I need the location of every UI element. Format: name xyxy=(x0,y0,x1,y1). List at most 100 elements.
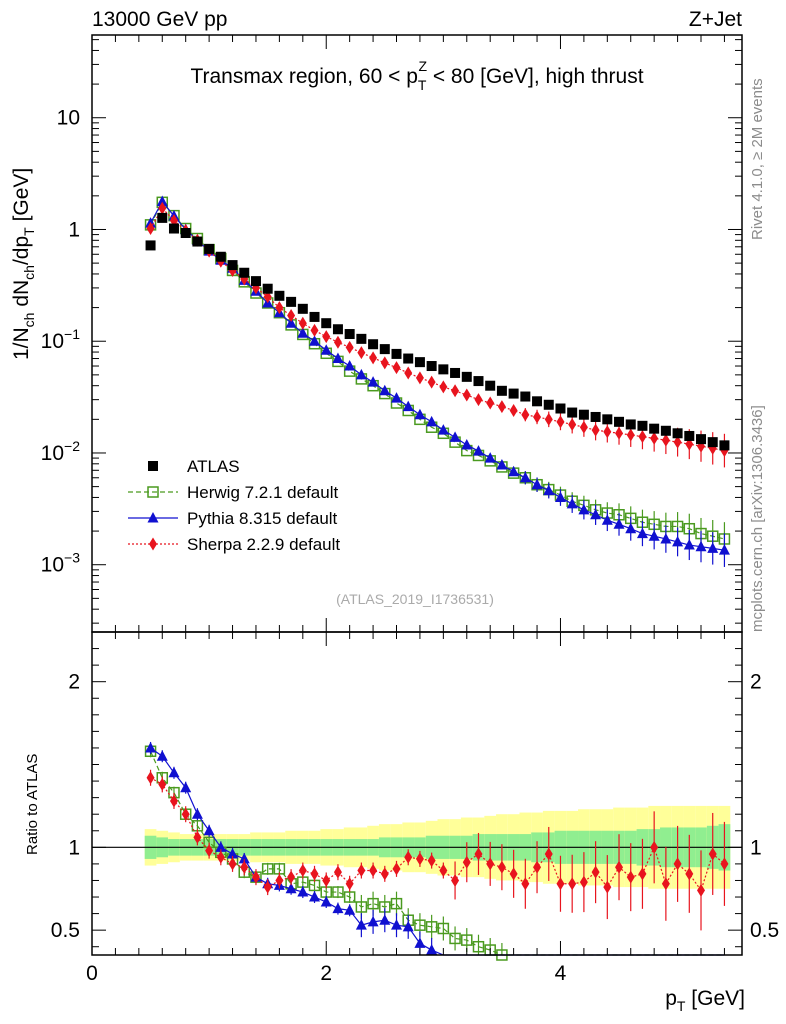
ratio-y-tick-label-left: 2 xyxy=(68,671,80,694)
data-point-pythia xyxy=(461,438,473,450)
y-tick-label-base: 10 xyxy=(57,107,80,130)
main-ylabel: 1/Nch dNch/dpT [GeV] xyxy=(10,168,37,360)
data-point-sherpa xyxy=(603,425,612,439)
data-point-pythia xyxy=(590,508,602,520)
ratio-point-pythia xyxy=(355,919,367,930)
data-point-pythia xyxy=(414,408,426,420)
ratio-point-sherpa xyxy=(427,854,436,868)
ratio-point-sherpa xyxy=(556,877,565,891)
data-point-atlas xyxy=(204,243,215,254)
ratio-point-sherpa xyxy=(333,865,342,879)
data-point-atlas xyxy=(145,240,156,251)
ratio-point-sherpa xyxy=(509,867,518,881)
ratio-point-pythia xyxy=(309,891,321,902)
ratio-point-pythia xyxy=(332,902,344,914)
ratio-point-sherpa xyxy=(521,877,530,891)
data-point-pythia xyxy=(332,352,344,364)
ratio-y-tick-label-left: 0.5 xyxy=(51,919,80,942)
data-point-sherpa xyxy=(474,393,483,407)
xlabel-a: p xyxy=(665,987,677,1010)
ratio-point-sherpa xyxy=(708,847,717,861)
data-point-pythia xyxy=(683,539,695,550)
data-point-pythia xyxy=(402,400,414,412)
data-point-sherpa xyxy=(275,301,284,315)
data-point-pythia xyxy=(707,542,719,553)
data-point-atlas xyxy=(520,391,531,402)
data-point-sherpa xyxy=(568,417,577,431)
data-point-sherpa xyxy=(404,366,413,380)
ratio-point-sherpa xyxy=(568,877,577,891)
ratio-point-sherpa xyxy=(240,860,249,874)
ratio-point-sherpa xyxy=(181,807,190,821)
legend-label-atlas: ATLAS xyxy=(187,457,240,476)
data-point-sherpa xyxy=(497,400,506,414)
ratio-point-sherpa xyxy=(158,777,167,791)
ratio-point-pythia xyxy=(297,886,309,897)
ratio-point-herwig xyxy=(449,932,461,945)
ratio-point-sherpa xyxy=(720,857,729,871)
data-point-atlas xyxy=(696,434,707,445)
ratio-point-sherpa xyxy=(615,860,624,874)
ratio-point-sherpa xyxy=(638,867,647,881)
y-tick-label: 10−3 xyxy=(41,550,81,577)
legend-marker-sherpa xyxy=(149,537,157,551)
data-point-pythia xyxy=(309,335,321,346)
data-point-pythia xyxy=(437,424,449,435)
data-point-atlas xyxy=(391,348,402,359)
data-point-atlas xyxy=(403,353,414,364)
data-point-pythia xyxy=(531,478,543,490)
plot-title: Transmax region, 60 < pTZ < 80 [GeV], hi… xyxy=(190,58,643,93)
plot-title-main: Transmax region, 60 < p xyxy=(190,65,417,88)
ratio-frame xyxy=(91,631,743,956)
data-point-pythia xyxy=(613,518,625,529)
ratio-point-sherpa xyxy=(193,830,202,844)
ylabel-b-sub: ch xyxy=(21,265,37,280)
ratio-point-herwig xyxy=(332,886,344,898)
data-point-atlas xyxy=(707,437,718,448)
data-point-atlas xyxy=(649,423,660,434)
data-point-pythia xyxy=(297,327,309,338)
data-point-sherpa xyxy=(533,410,542,424)
data-point-pythia xyxy=(718,544,730,555)
data-point-pythia xyxy=(543,484,555,496)
data-point-pythia xyxy=(391,392,403,403)
xlabel-a-sub: T xyxy=(677,998,686,1014)
y-tick-label-base: 1 xyxy=(68,218,80,241)
y-tick-label-base: 10 xyxy=(41,330,64,353)
ratio-point-sherpa xyxy=(533,860,542,874)
ratio-point-herwig xyxy=(425,921,438,933)
data-point-pythia xyxy=(578,503,590,515)
legend-label-sherpa: Sherpa 2.2.9 default xyxy=(187,535,340,554)
data-point-pythia xyxy=(519,471,531,483)
rivet-label: Rivet 4.1.0, ≥ 2M events xyxy=(749,78,766,240)
data-point-atlas xyxy=(414,357,425,368)
y-tick-label-exponent: −1 xyxy=(64,326,80,342)
data-point-pythia xyxy=(660,532,672,544)
ratio-point-sherpa xyxy=(310,867,319,881)
data-point-pythia xyxy=(695,540,707,552)
ratio-point-pythia xyxy=(320,895,332,907)
data-point-pythia xyxy=(379,384,391,396)
data-point-sherpa xyxy=(357,346,366,360)
data-point-sherpa xyxy=(638,430,647,444)
data-point-sherpa xyxy=(661,433,670,447)
data-point-atlas xyxy=(578,409,589,420)
ylabel-a-sub: ch xyxy=(21,313,37,328)
x-tick-label: 0 xyxy=(86,962,98,985)
data-point-pythia xyxy=(426,415,438,427)
ratio-point-sherpa xyxy=(205,844,214,858)
ratio-point-sherpa xyxy=(357,864,366,878)
series-line-sherpa xyxy=(150,207,725,452)
legend: ATLAS Herwig 7.2.1 default Pythia 8.315 de… xyxy=(128,457,340,554)
energy-label: 13000 GeV pp xyxy=(92,8,227,31)
ylabel-b: dN xyxy=(10,280,33,313)
ratio-point-sherpa xyxy=(287,870,296,884)
ratio-point-pythia xyxy=(285,882,297,894)
data-point-sherpa xyxy=(626,428,635,442)
data-point-sherpa xyxy=(650,431,659,445)
ratio-point-herwig xyxy=(390,897,403,910)
y-tick-label-exponent: −2 xyxy=(64,438,80,454)
legend-label-pythia: Pythia 8.315 default xyxy=(187,509,338,528)
data-point-pythia xyxy=(320,344,332,355)
